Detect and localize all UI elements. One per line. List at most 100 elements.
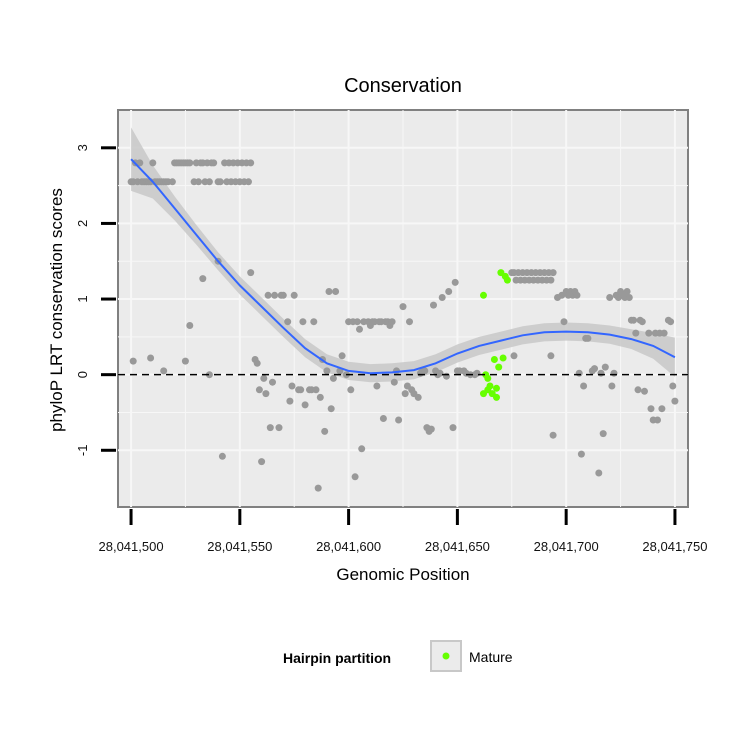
other-point: [245, 178, 252, 186]
other-point: [199, 275, 207, 283]
other-point: [168, 178, 176, 186]
smooth-line-group: [130, 158, 676, 375]
mature-point: [503, 276, 511, 284]
other-point: [255, 386, 263, 394]
other-point: [438, 294, 446, 301]
other-point: [353, 318, 361, 326]
other-point: [660, 329, 668, 337]
other-point: [584, 334, 592, 342]
other-point: [247, 269, 255, 277]
other-point: [136, 159, 144, 167]
other-point: [373, 382, 381, 390]
other-point: [323, 367, 331, 375]
other-point: [473, 369, 481, 377]
x-tick-label: 28,041,500: [99, 539, 164, 554]
other-point: [262, 390, 270, 398]
other-point: [186, 322, 194, 329]
legend-mature-swatch: [442, 652, 450, 660]
other-point: [297, 386, 305, 394]
other-point: [356, 325, 363, 333]
other-point: [445, 288, 453, 295]
other-point: [601, 363, 609, 371]
other-point: [279, 291, 287, 299]
other-point: [358, 445, 366, 453]
mature-point: [490, 356, 498, 363]
other-point: [580, 382, 588, 390]
other-point: [573, 291, 581, 299]
other-point: [577, 450, 585, 458]
other-point: [129, 357, 137, 365]
other-point: [421, 367, 429, 375]
other-point: [299, 318, 307, 326]
other-point: [216, 178, 224, 186]
other-point: [623, 288, 631, 295]
other-point: [443, 372, 450, 380]
y-tick-label: 3: [75, 144, 90, 151]
x-tick-label: 28,041,700: [534, 539, 599, 554]
mature-point: [493, 393, 500, 401]
other-point: [401, 390, 409, 398]
other-point: [205, 371, 213, 379]
other-point: [288, 382, 296, 390]
other-point: [414, 393, 422, 401]
legend: Hairpin partition Mature: [283, 640, 513, 672]
mature-point: [486, 382, 494, 390]
y-axis-label: phyloP LRT conservation scores: [47, 188, 66, 432]
x-axis: 28,041,500 28,041,550 28,041,600 28,041,650…: [99, 509, 707, 554]
y-tick-label: 1: [75, 295, 90, 302]
other-point: [327, 405, 335, 413]
other-point: [181, 357, 189, 365]
other-point: [549, 269, 557, 277]
y-tick-label: 2: [75, 220, 90, 227]
chart-title: Conservation: [344, 75, 462, 97]
other-point: [264, 291, 272, 299]
other-point: [325, 288, 333, 295]
other-point: [147, 354, 155, 362]
other-point: [634, 386, 642, 394]
confidence-band: [131, 127, 675, 383]
other-point: [647, 405, 655, 413]
other-point: [321, 427, 329, 435]
other-point: [669, 382, 677, 390]
smooth-line: [130, 158, 676, 375]
y-tick-label: 0: [75, 371, 90, 378]
other-point: [149, 159, 157, 167]
confidence-band-group: [131, 127, 675, 383]
other-point: [314, 484, 322, 492]
other-point: [595, 469, 603, 477]
other-point: [253, 359, 261, 367]
other-point: [547, 276, 555, 284]
other-point: [351, 473, 359, 481]
x-tick-label: 28,041,650: [425, 539, 490, 554]
other-point: [510, 352, 518, 360]
other-point: [591, 365, 598, 373]
other-point: [427, 425, 435, 433]
other-point: [269, 378, 276, 386]
other-point: [347, 386, 355, 394]
other-point: [638, 318, 646, 326]
x-tick-label: 28,041,600: [316, 539, 381, 554]
other-point: [338, 352, 346, 360]
x-tick-label: 28,041,750: [642, 539, 707, 554]
other-point: [275, 424, 283, 432]
other-point: [451, 278, 459, 286]
other-point: [399, 303, 407, 311]
other-point: [218, 452, 226, 460]
other-point: [658, 405, 666, 413]
other-point: [671, 397, 679, 405]
mature-point: [495, 363, 503, 371]
other-point: [247, 159, 255, 167]
other-point: [597, 369, 605, 377]
other-point: [379, 415, 387, 422]
other-point: [606, 294, 614, 301]
other-point: [390, 378, 398, 386]
legend-title: Hairpin partition: [283, 650, 391, 666]
mature-point: [499, 354, 507, 362]
other-point: [312, 386, 320, 394]
other-point: [310, 318, 318, 326]
mature-point: [484, 374, 492, 382]
other-point: [258, 458, 266, 466]
other-point: [625, 294, 633, 301]
other-point: [436, 369, 444, 377]
y-tick-label: -1: [75, 445, 90, 457]
